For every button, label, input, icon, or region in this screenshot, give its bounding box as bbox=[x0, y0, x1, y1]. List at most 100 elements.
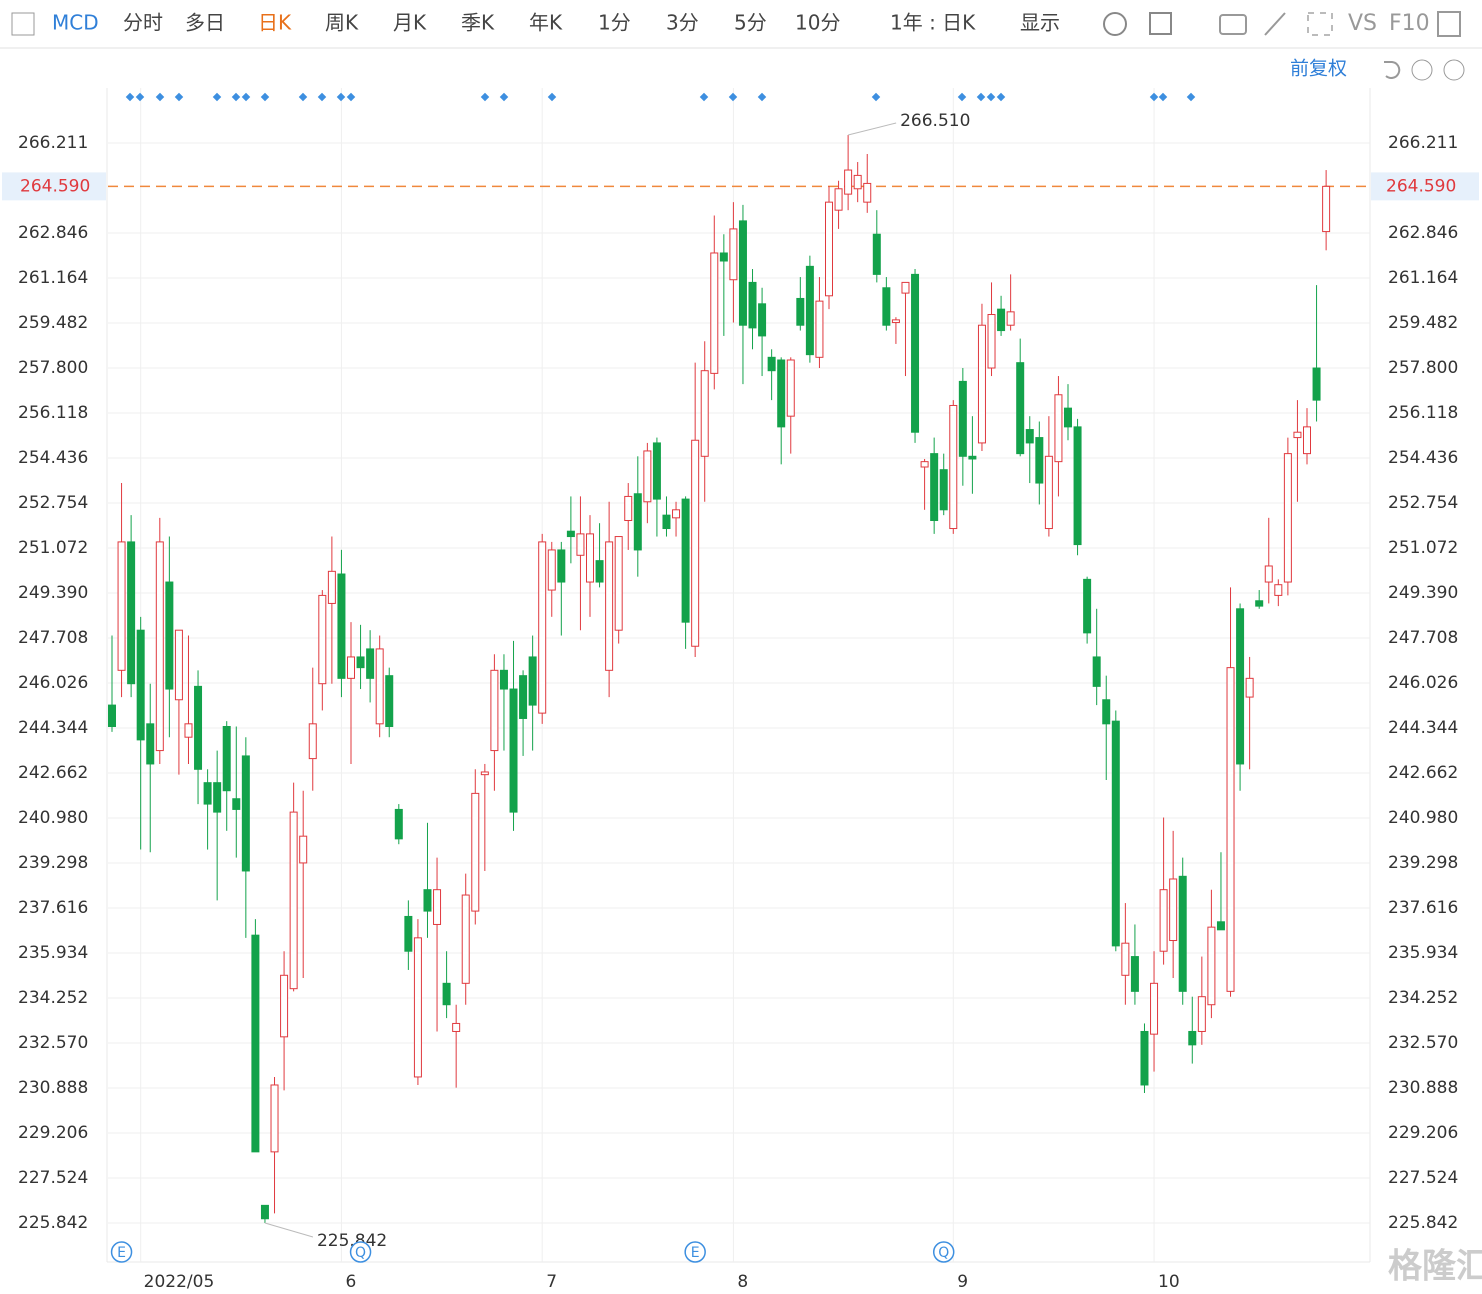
candle-body bbox=[1064, 407, 1072, 428]
candle-body bbox=[1073, 426, 1082, 546]
candle-body bbox=[901, 281, 910, 294]
range-select[interactable]: 1年 : 日K bbox=[890, 11, 976, 35]
panel-icon[interactable] bbox=[1437, 11, 1461, 37]
candle-body bbox=[863, 182, 872, 203]
y-tick-label-left: 235.934 bbox=[18, 943, 88, 963]
period-tab[interactable]: 5分 bbox=[734, 11, 767, 35]
x-tick-label: 10 bbox=[1158, 1272, 1180, 1292]
candle-body bbox=[461, 894, 470, 984]
zoom-out[interactable] bbox=[1411, 59, 1433, 81]
y-tick-label-right: 257.800 bbox=[1388, 358, 1458, 378]
candle-body bbox=[576, 533, 585, 556]
adjust-button[interactable]: 前复权 bbox=[1290, 58, 1347, 80]
display-menu[interactable]: 显示 bbox=[1020, 11, 1060, 35]
event-marker bbox=[241, 92, 251, 102]
candle-body bbox=[882, 287, 891, 326]
y-tick-label-left: 249.390 bbox=[18, 583, 88, 603]
y-tick-label-right: 234.252 bbox=[1388, 988, 1458, 1008]
y-tick-label-right: 262.846 bbox=[1388, 223, 1458, 243]
period-tab[interactable]: 周K bbox=[325, 11, 359, 35]
candle-body bbox=[853, 174, 862, 190]
candle-body bbox=[442, 982, 451, 1006]
candle-body bbox=[423, 889, 432, 912]
fullscreen-icon[interactable] bbox=[1307, 12, 1333, 36]
period-tab[interactable]: 季K bbox=[461, 11, 495, 35]
candle-body bbox=[165, 581, 174, 690]
candle-body bbox=[672, 509, 681, 519]
candle-body bbox=[786, 359, 795, 417]
y-tick-label-left: 225.842 bbox=[18, 1213, 88, 1233]
candle-body bbox=[748, 281, 757, 329]
y-tick-label-right: 246.026 bbox=[1388, 673, 1458, 693]
candle-body bbox=[174, 629, 183, 701]
candle-body bbox=[758, 303, 767, 337]
zoom-in[interactable] bbox=[1443, 59, 1465, 81]
candle-body bbox=[605, 541, 614, 671]
f10-button[interactable]: F10 bbox=[1389, 11, 1430, 36]
y-tick-label-right: 252.754 bbox=[1388, 493, 1458, 513]
x-tick-label: 6 bbox=[345, 1272, 356, 1292]
period-tab[interactable]: 分时 bbox=[123, 11, 163, 35]
candle-body bbox=[490, 669, 499, 752]
y-tick-label-right: 256.118 bbox=[1388, 403, 1458, 423]
candle-body bbox=[146, 723, 155, 765]
period-tab[interactable]: 1分 bbox=[598, 11, 631, 35]
candle-body bbox=[557, 549, 566, 583]
y-tick-label-left: 234.252 bbox=[18, 988, 88, 1008]
candle-body bbox=[1006, 311, 1015, 326]
event-marker bbox=[957, 92, 967, 102]
y-tick-label-right: 225.842 bbox=[1388, 1213, 1458, 1233]
y-tick-label-left: 257.800 bbox=[18, 358, 88, 378]
candle-body bbox=[977, 324, 986, 444]
y-tick-label-right: 254.436 bbox=[1388, 448, 1458, 468]
sidebar-toggle[interactable] bbox=[11, 12, 35, 36]
y-tick-label-right: 227.524 bbox=[1388, 1168, 1458, 1188]
event-marker bbox=[212, 92, 222, 102]
camera-icon[interactable] bbox=[1219, 14, 1247, 35]
period-tab[interactable]: 多日 bbox=[185, 11, 225, 35]
y-tick-label-right: 259.482 bbox=[1388, 313, 1458, 333]
y-tick-label-right: 251.072 bbox=[1388, 538, 1458, 558]
y-tick-label-left: 262.846 bbox=[18, 223, 88, 243]
period-tab[interactable]: 月K bbox=[393, 11, 427, 35]
reset-icon[interactable] bbox=[1384, 61, 1401, 79]
event-marker bbox=[135, 92, 145, 102]
candle-body bbox=[356, 656, 365, 669]
max-leader bbox=[847, 122, 897, 136]
event-marker bbox=[260, 92, 270, 102]
y-tick-label-left: 251.072 bbox=[18, 538, 88, 558]
shape-icon[interactable] bbox=[1149, 12, 1172, 35]
current-price-bg-left bbox=[2, 172, 106, 201]
period-tab[interactable]: 10分 bbox=[795, 11, 840, 35]
y-tick-label-left: 266.211 bbox=[18, 133, 88, 153]
candle-body bbox=[662, 514, 671, 530]
candle-body bbox=[1054, 394, 1063, 463]
period-tab[interactable]: 年K bbox=[529, 11, 563, 35]
candle-body bbox=[767, 356, 776, 372]
min-leader bbox=[264, 1222, 314, 1238]
candle-body bbox=[949, 404, 958, 530]
period-tab[interactable]: 3分 bbox=[666, 11, 699, 35]
candle-body bbox=[127, 541, 136, 685]
candle-body bbox=[891, 319, 900, 324]
candle-body bbox=[528, 656, 537, 706]
event-marker bbox=[699, 92, 709, 102]
x-tick-label: 2022/05 bbox=[144, 1272, 215, 1292]
candle-body bbox=[1150, 982, 1159, 1035]
candle-body bbox=[1035, 437, 1044, 484]
candle-body bbox=[1159, 889, 1168, 952]
draw-icon[interactable] bbox=[1264, 12, 1286, 36]
candle-body bbox=[920, 461, 929, 468]
event-icon-label: E bbox=[117, 1245, 126, 1261]
candle-body bbox=[796, 297, 805, 326]
candle-body bbox=[480, 771, 489, 776]
candle-body bbox=[394, 808, 403, 840]
event-marker bbox=[480, 92, 490, 102]
candle-body bbox=[1169, 878, 1178, 942]
settings-icon[interactable] bbox=[1103, 12, 1127, 36]
candle-body bbox=[1197, 996, 1206, 1032]
min-label: 225.842 bbox=[317, 1231, 387, 1251]
period-tab[interactable]: 日K bbox=[258, 11, 292, 35]
vs-button[interactable]: VS bbox=[1348, 11, 1377, 36]
candle-body bbox=[872, 233, 881, 275]
